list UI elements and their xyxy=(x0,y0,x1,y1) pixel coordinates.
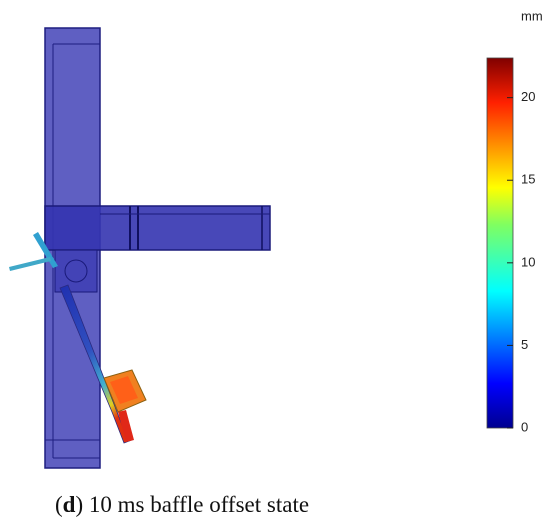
horizontal-beam xyxy=(44,205,271,251)
caption-label: d xyxy=(63,492,76,517)
model xyxy=(9,27,271,469)
tick-label: 5 xyxy=(521,337,528,352)
caption-text: 10 ms baffle offset state xyxy=(89,492,309,517)
tick-label: 15 xyxy=(521,172,535,187)
colorbar-unit: mm xyxy=(521,8,543,23)
tick-label: 10 xyxy=(521,254,535,269)
colorbar-ticks: 0 5 10 15 20 xyxy=(507,89,535,434)
hinge-box xyxy=(54,249,98,293)
caption-open: ( xyxy=(55,492,63,517)
hinge-pin xyxy=(64,259,88,283)
tick-label: 0 xyxy=(521,419,528,434)
baffle-tip xyxy=(118,410,134,442)
baffle-box-face xyxy=(110,376,138,404)
upper-arm xyxy=(33,232,58,268)
colorbar xyxy=(486,57,514,429)
upper-arm xyxy=(9,257,51,271)
caption-close: ) xyxy=(75,492,83,517)
tick-label: 20 xyxy=(521,89,535,104)
caption: (d) 10 ms baffle offset state xyxy=(55,492,309,517)
